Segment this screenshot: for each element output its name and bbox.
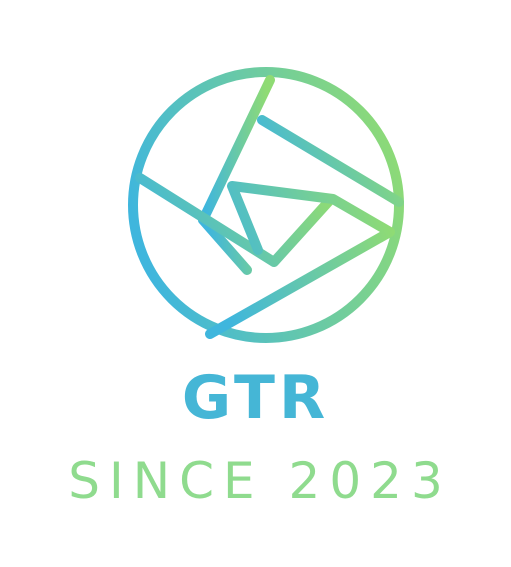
shutter-blade-2	[135, 173, 335, 267]
shutter-blade-3	[257, 115, 404, 207]
shutter-blade-4	[205, 181, 395, 339]
brand-name: GTR	[181, 363, 330, 433]
tagline: SINCE 2023	[68, 452, 452, 510]
